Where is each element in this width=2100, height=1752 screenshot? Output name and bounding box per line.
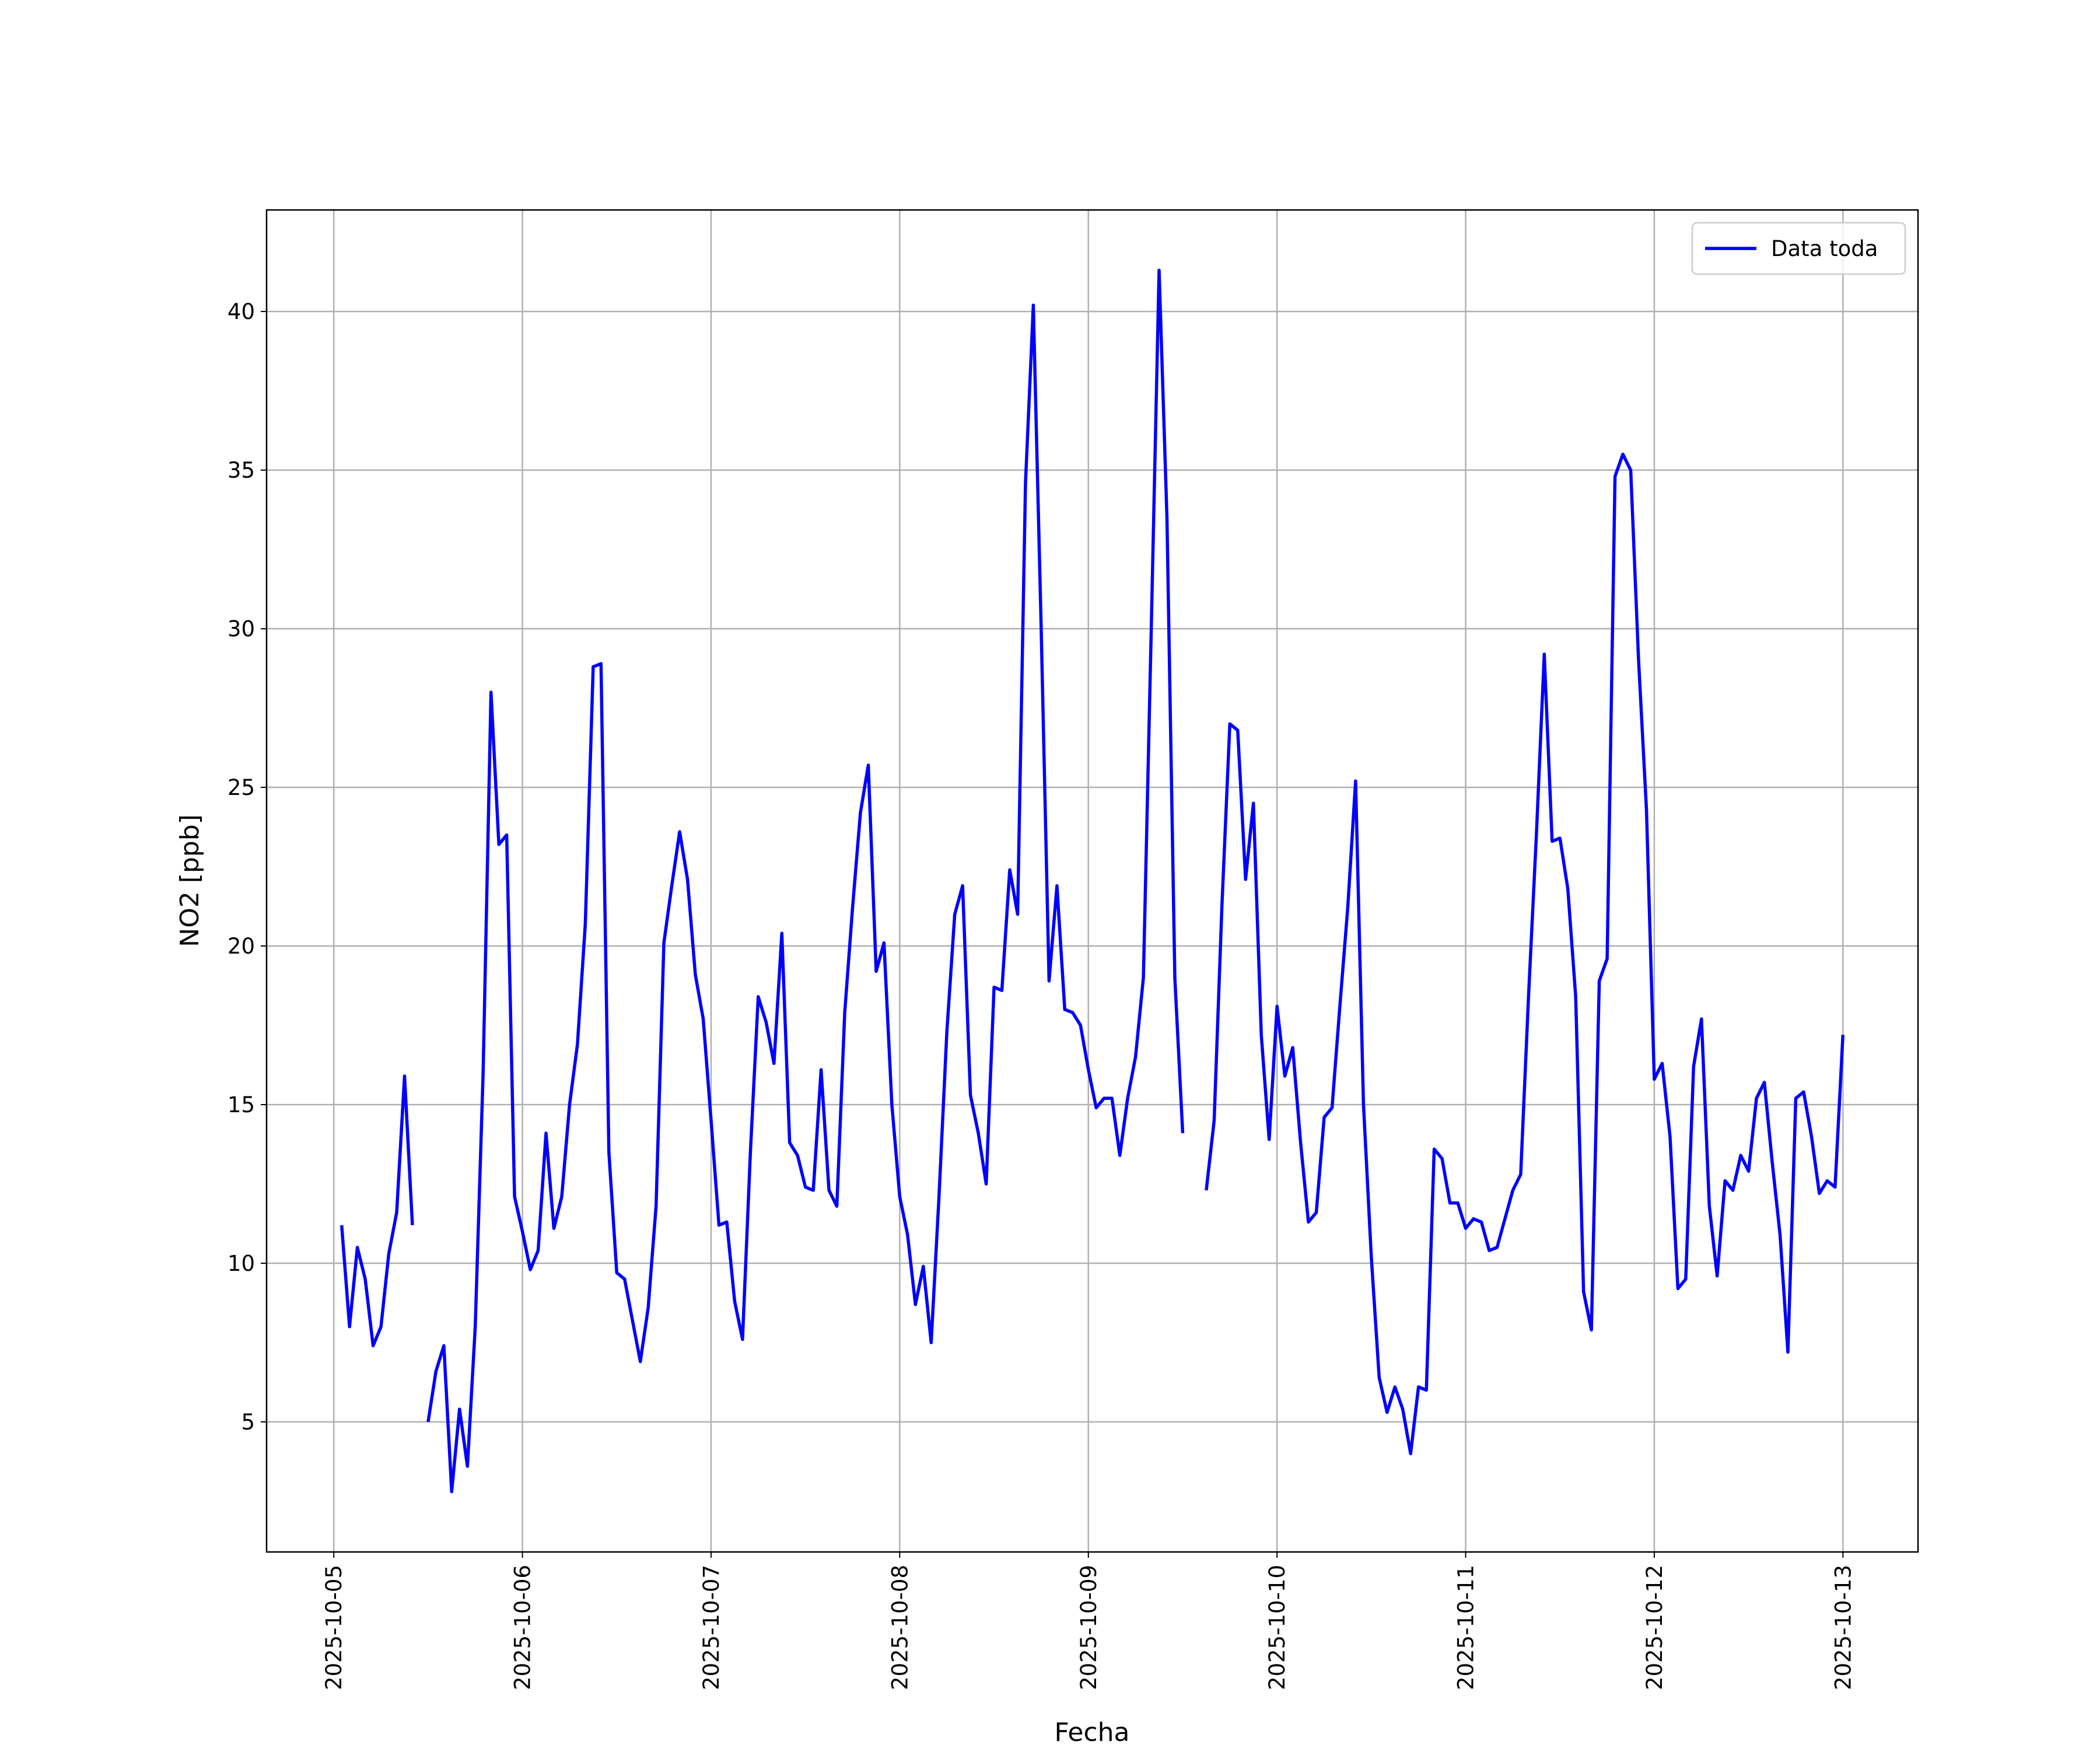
x-tick-label: 2025-10-10 [1265, 1565, 1290, 1690]
x-tick-label: 2025-10-07 [699, 1565, 724, 1690]
y-axis-label: NO2 [ppb] [175, 814, 205, 947]
y-tick-label: 5 [241, 1410, 255, 1435]
legend-box [1691, 222, 1906, 275]
x-tick-label: 2025-10-12 [1642, 1565, 1667, 1690]
data-line [340, 268, 1845, 1494]
plot-frame [265, 209, 1919, 1553]
y-tick-label: 40 [228, 299, 255, 324]
x-tick-label: 2025-10-09 [1076, 1565, 1101, 1690]
y-tick-label: 30 [228, 616, 255, 642]
x-tick-label: 2025-10-11 [1454, 1565, 1479, 1690]
x-axis-label: Fecha [1054, 1718, 1129, 1747]
legend: Data toda [1691, 222, 1906, 275]
x-tick-label: 2025-10-13 [1831, 1565, 1856, 1690]
y-tick-label: 10 [228, 1251, 255, 1276]
y-tick-label: 20 [228, 934, 255, 959]
y-tick-label: 15 [228, 1092, 255, 1117]
x-tick-label: 2025-10-05 [321, 1565, 346, 1690]
y-tick-label: 25 [228, 775, 255, 800]
y-tick-label: 35 [228, 458, 255, 483]
x-tick-label: 2025-10-06 [510, 1565, 536, 1690]
x-tick-label: 2025-10-08 [887, 1565, 912, 1690]
legend-label: Data toda [1771, 236, 1878, 261]
